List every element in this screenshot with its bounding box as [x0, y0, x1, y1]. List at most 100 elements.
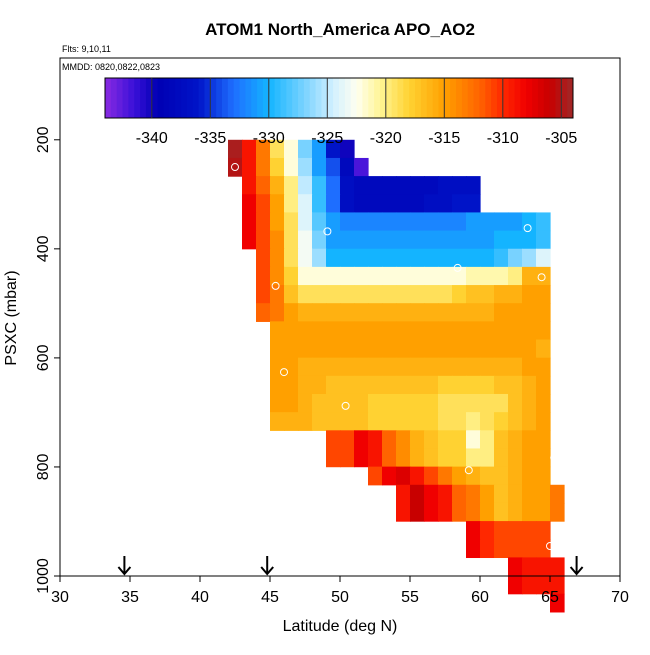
heatmap-cell	[466, 502, 481, 522]
heatmap-cell	[284, 212, 299, 232]
heatmap-cell	[452, 285, 467, 304]
colorbar-segment	[391, 78, 398, 118]
heatmap-cell	[424, 393, 439, 413]
x-tick-label: 65	[541, 589, 559, 606]
heatmap-cell	[410, 357, 425, 377]
colorbar: -340 -335 -330 -325 -320 -315 -310 -305	[104, 77, 577, 147]
heatmap-cell	[326, 339, 341, 359]
heatmap-cell	[382, 303, 397, 322]
heatmap-cell	[396, 466, 411, 486]
heatmap-cell	[368, 357, 383, 377]
heatmap-cell	[466, 303, 481, 322]
heatmap-cell	[536, 466, 551, 486]
heatmap-cell	[382, 430, 397, 450]
heatmap-cell	[354, 321, 369, 341]
heatmap-cell	[326, 139, 341, 159]
heatmap-cell	[522, 248, 537, 268]
heatmap-cell	[410, 448, 425, 468]
heatmap-cell	[382, 412, 397, 431]
colorbar-segment	[567, 78, 574, 118]
heatmap-cell	[326, 430, 341, 450]
heatmap-cell	[340, 139, 355, 159]
heatmap-cell	[256, 285, 271, 304]
heatmap-cell	[284, 321, 299, 341]
heatmap-cell	[424, 176, 439, 195]
y-tick-label: 200	[35, 126, 52, 153]
heatmap-cell	[312, 248, 327, 268]
sample-point	[464, 466, 473, 475]
heatmap-cell	[340, 176, 355, 195]
heatmap-cell	[368, 248, 383, 268]
heatmap-cell	[368, 412, 383, 431]
heatmap-cell	[354, 339, 369, 359]
heatmap-cell	[522, 266, 537, 286]
heatmap-cell	[438, 484, 453, 504]
heatmap-cell	[326, 285, 341, 304]
dates-label: MMDD: 0820,0822,0823	[62, 62, 160, 72]
flight-marker-arrow	[260, 556, 274, 576]
colorbar-segment	[333, 78, 340, 118]
heatmap-cell	[242, 212, 257, 232]
heatmap-cell	[242, 230, 257, 250]
heatmap-cell	[354, 248, 369, 268]
colorbar-segment	[210, 78, 217, 118]
colorbar-segment	[385, 78, 393, 118]
heatmap-cell	[424, 285, 439, 304]
heatmap-cell	[480, 521, 495, 540]
colorbar-tick-label: -325	[311, 130, 343, 147]
flight-markers	[117, 556, 584, 576]
heatmap-cell	[326, 303, 341, 322]
heatmap-cell	[368, 375, 383, 395]
heatmap-cell	[298, 248, 313, 268]
x-tick-label: 45	[261, 589, 279, 606]
colorbar-segment	[374, 78, 381, 118]
heatmap-cell	[424, 266, 439, 286]
heatmap-cell	[480, 339, 495, 359]
heatmap-cell	[284, 339, 299, 359]
heatmap-cell	[438, 230, 453, 250]
heatmap-cell	[550, 593, 565, 613]
heatmap-cell	[410, 212, 425, 232]
heatmap-cell	[438, 303, 453, 322]
heatmap-cell	[522, 484, 537, 504]
heatmap-cell	[270, 375, 285, 395]
heatmap-cell	[312, 194, 327, 214]
heatmap-cell	[508, 248, 523, 268]
heatmap-cell	[368, 303, 383, 322]
heatmap-cell	[424, 248, 439, 268]
heatmap-cell	[438, 321, 453, 341]
heatmap-cell	[270, 321, 285, 341]
heatmap-cell	[424, 502, 439, 522]
axes: 30 35 40 45 50 55 60 65 70 200 400 600 800 1000	[35, 126, 629, 606]
heatmap-cell	[438, 176, 453, 195]
heatmap-cell	[340, 303, 355, 322]
colorbar-segment	[362, 78, 369, 118]
heatmap-cell	[396, 230, 411, 250]
colorbar-segment	[561, 78, 568, 118]
heatmap-cell	[242, 176, 257, 195]
heatmap-cell	[340, 375, 355, 395]
heatmap-cell	[298, 321, 313, 341]
colorbar-segment	[239, 78, 246, 118]
heatmap-cell	[480, 230, 495, 250]
heatmap-cell	[508, 266, 523, 286]
heatmap-cell	[522, 539, 537, 559]
heatmap-cell	[340, 230, 355, 250]
heatmap-cell	[298, 375, 313, 395]
heatmap-cell	[466, 248, 481, 268]
heatmap-cell	[298, 157, 313, 177]
heatmap-cell	[354, 212, 369, 232]
heatmap-cell	[466, 484, 481, 504]
colorbar-segment	[344, 78, 352, 118]
x-tick-label: 60	[471, 589, 489, 606]
colorbar-segment	[298, 78, 305, 118]
heatmap-cell	[494, 230, 509, 250]
heatmap-cell	[326, 357, 341, 377]
colorbar-segment	[426, 78, 434, 118]
heatmap-cell	[536, 412, 551, 431]
heatmap-cell	[438, 212, 453, 232]
heatmap-cell	[550, 557, 565, 577]
colorbar-segment	[145, 78, 153, 118]
heatmap-cell	[452, 230, 467, 250]
heatmap-cell	[382, 176, 397, 195]
